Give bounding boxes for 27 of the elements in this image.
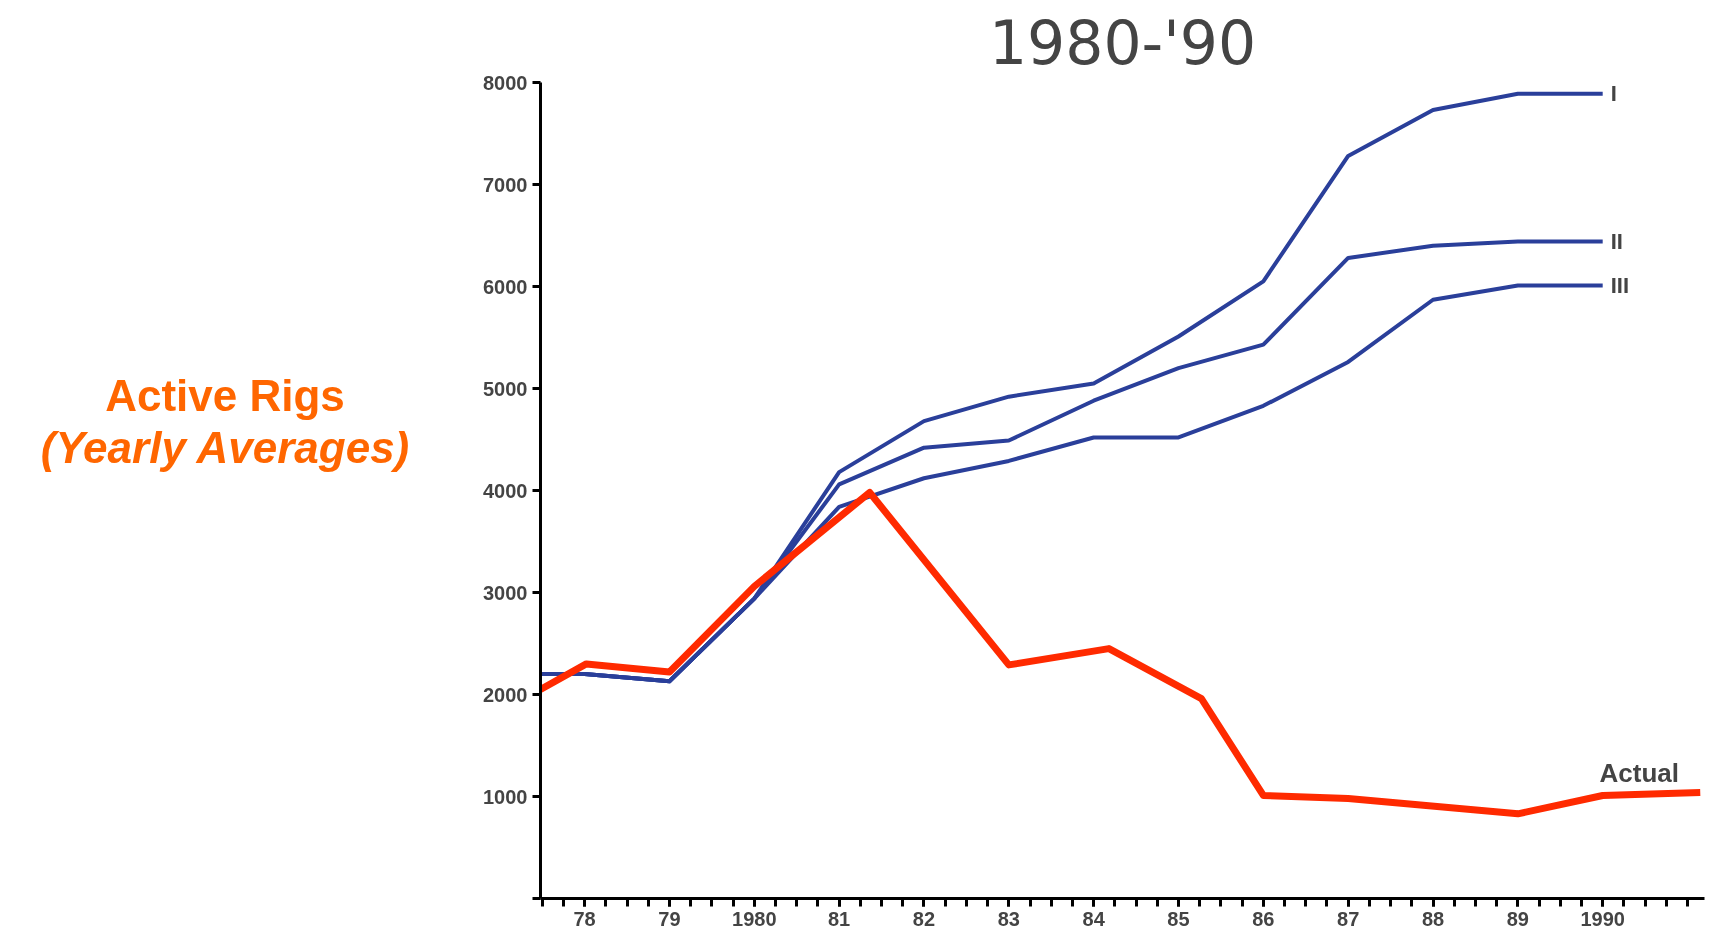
- y-tick-label: 2000: [483, 683, 528, 706]
- x-tick-label: 83: [997, 907, 1020, 930]
- x-tick-label: 88: [1421, 907, 1445, 930]
- series-label: II: [1610, 229, 1623, 255]
- x-tick-label: 81: [828, 907, 851, 930]
- x-tick-label: 85: [1167, 907, 1190, 930]
- x-tick-label: 79: [658, 907, 681, 930]
- x-tick-label: 82: [912, 907, 936, 930]
- series-label: III: [1610, 272, 1630, 298]
- chart-title: 1980-'90: [988, 7, 1257, 78]
- x-tick-label: 1980: [732, 907, 777, 930]
- x-tick-label: 89: [1506, 907, 1529, 930]
- x-tick-label: 87: [1337, 907, 1360, 930]
- x-tick-label: 86: [1252, 907, 1275, 930]
- y-tick-label: 8000: [483, 71, 528, 94]
- x-tick-label: 78: [573, 907, 596, 930]
- y-tick-label: 1000: [483, 785, 528, 808]
- series-label: I: [1610, 81, 1617, 107]
- y-tick-label: 6000: [483, 275, 528, 298]
- y-tick-label: 3000: [483, 581, 528, 604]
- y-tick-label: 7000: [483, 173, 528, 196]
- x-tick-label: 84: [1082, 907, 1106, 930]
- x-tick-label: 1990: [1580, 907, 1625, 930]
- y-axis-title: Active Rigs (Yearly Averages): [40, 371, 410, 472]
- y-tick-label: 5000: [483, 377, 528, 400]
- y-tick-label: 4000: [483, 479, 528, 502]
- series-label: Actual: [1599, 758, 1680, 789]
